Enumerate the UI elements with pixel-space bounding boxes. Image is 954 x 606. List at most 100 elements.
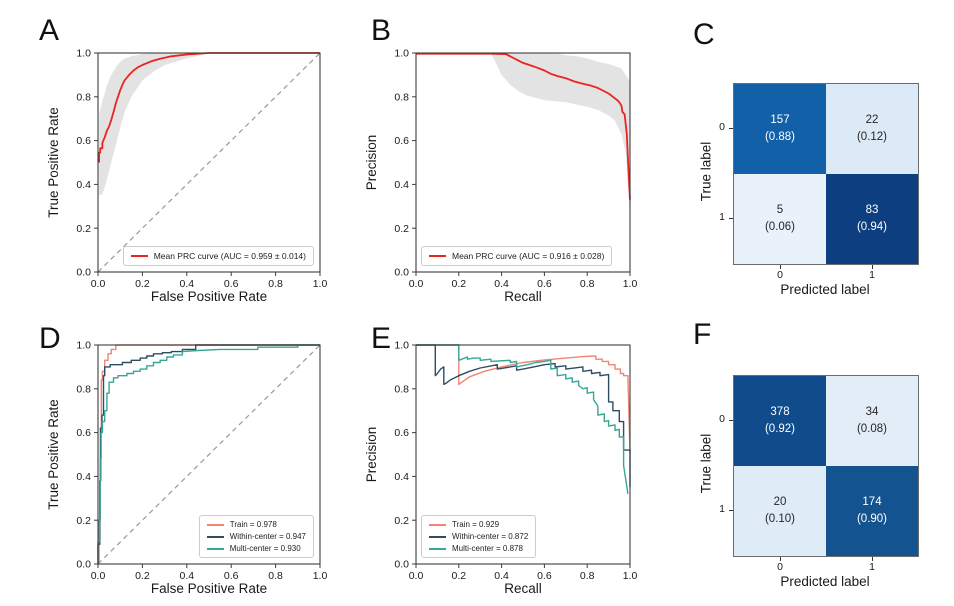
legend-entry: Train = 0.978 [206,520,306,529]
cm-cell-fraction: (0.08) [856,423,888,435]
series-0 [98,52,320,163]
y-tick-label: 0.8 [76,91,91,103]
legend-line-swatch [206,547,224,550]
legend-line-swatch [429,255,446,257]
panel-roc-crossval: A 0.0 0.2 0.4 0.6 0.8 1.0 0.0 0.2 0.4 0.6 0.8 1.0 Fa… [30,8,340,305]
cm-cell-fraction: (0.88) [764,131,796,143]
panel-letter-d: D [39,322,61,355]
x-tick-label: 0.6 [224,570,239,582]
x-tick-label: 0.0 [91,570,106,582]
y-tick-label: 1.0 [76,340,91,352]
y-tick-label: 0.8 [394,383,409,395]
x-tick-label: 0.4 [494,570,509,582]
y-tick-label: 0.2 [76,515,91,527]
x-tick-label: 0.4 [494,278,509,290]
chance-diagonal [97,344,321,565]
cm-x-tick-label: 1 [869,561,875,573]
cm-y-tick-label: 0 [719,413,725,425]
y-axis-label: True Positive Rate [46,107,61,218]
legend-line-swatch [429,523,446,526]
legend-label: Within-center = 0.947 [229,532,306,541]
y-tick-label: 1.0 [76,48,91,60]
cm-cell-fraction: (0.06) [764,221,796,233]
x-tick-label: 0.4 [179,278,194,290]
x-tick-label: 0.8 [580,570,595,582]
cm-y-tick-label: 1 [719,211,725,223]
cm-x-axis-label: Predicted label [780,574,870,589]
x-tick-label: 0.6 [537,278,552,290]
chance-diagonal [97,52,321,273]
cm-x-tick [872,557,873,561]
panel-letter-a: A [39,14,60,47]
legend-entry: Within-center = 0.947 [206,532,306,541]
cm-cell-fraction: (0.94) [856,221,888,233]
cm-x-tick-label: 1 [869,269,875,281]
x-tick-label: 0.0 [91,278,106,290]
series-0 [416,52,631,200]
panel-confusion-matrix-1: C 157 (0.88) 22 (0.12) 5 (0.06) 83 (0.94) 0 1 0 1 Pr… [650,8,950,304]
cm-cell-r1c1: 174 (0.90) [826,466,918,556]
cm-x-tick [780,557,781,561]
x-tick-label: 0.8 [268,278,283,290]
cm-cell-r1c1: 83 (0.94) [826,174,918,264]
y-tick-label: 1.0 [394,48,409,60]
y-tick-label: 0.6 [76,135,91,147]
chart-b: 0.0 0.2 0.4 0.6 0.8 1.0 0.0 0.2 0.4 0.6 0.8 1.0 Reca… [364,48,637,304]
x-tick-label: 0.8 [268,570,283,582]
x-axis-label: Recall [504,289,542,304]
y-tick-label: 0.2 [394,515,409,527]
cm-cell-count: 5 [776,204,784,217]
legend-entry: Mean PRC curve (AUC = 0.916 ± 0.028) [429,251,604,261]
y-tick-label: 0.6 [394,427,409,439]
legend-line-swatch [429,547,446,550]
cm-cell-fraction: (0.92) [764,423,796,435]
x-tick-label: 0.6 [537,570,552,582]
x-tick-label: 0.2 [451,278,466,290]
cm-cell-count: 20 [773,496,787,509]
y-tick-label: 0.6 [394,135,409,147]
cm-y-tick [729,128,733,129]
confidence-band [99,53,320,196]
legend-label: Multi-center = 0.930 [229,544,301,553]
axes-frame [97,344,321,565]
legend: Mean PRC curve (AUC = 0.916 ± 0.028) [421,246,613,266]
panel-prc-cohorts: E 0.0 0.2 0.4 0.6 0.8 1.0 0.0 0.2 0.4 0.6 0.8 1.0 Re… [340,308,650,606]
cm-cell-count: 83 [865,204,879,217]
y-tick-label: 0.2 [76,223,91,235]
cm-cell-count: 174 [862,496,882,509]
cm-cell-count: 34 [865,406,879,419]
cm-cell-r1c0: 5 (0.06) [734,174,826,264]
legend-line-swatch [429,535,446,538]
x-tick-label: 0.0 [409,278,424,290]
chart-d: 0.0 0.2 0.4 0.6 0.8 1.0 0.0 0.2 0.4 0.6 0.8 1.0 Fals… [46,340,327,596]
cm-cell-r0c0: 157 (0.88) [734,84,826,174]
legend-entry: Mean PRC curve (AUC = 0.959 ± 0.014) [130,251,306,261]
cm-y-tick-label: 1 [719,503,725,515]
x-tick-label: 0.2 [451,570,466,582]
cm-y-tick [729,218,733,219]
panel-roc-cohorts: D 0.0 0.2 0.4 0.6 0.8 1.0 0.0 0.2 0.4 0.6 0.8 1.0 Fa… [30,308,340,606]
legend: Train = 0.978 Within-center = 0.947 Multi-… [198,515,314,558]
legend-line-swatch [206,535,224,538]
x-axis-label: False Positive Rate [151,289,267,304]
x-tick-label: 0.2 [135,278,150,290]
x-tick-label: 0.4 [179,570,194,582]
legend-label: Train = 0.929 [452,520,500,529]
cm-y-tick [729,510,733,511]
cm-cell-count: 157 [770,114,790,127]
panel-confusion-matrix-2: F 378 (0.92) 34 (0.08) 20 (0.10) 174 (0.90) 0 1 0 1… [650,308,950,606]
y-axis-label: Precision [364,427,379,483]
panel-letter-f: F [693,318,712,351]
panel-letter-b: B [371,14,392,47]
y-tick-label: 0.0 [394,267,409,279]
y-axis-label: Precision [364,135,379,191]
y-tick-label: 0.4 [394,471,409,483]
y-tick-label: 0.0 [76,267,91,279]
axes-frame [415,52,631,273]
series-1 [416,344,631,488]
y-tick-label: 1.0 [394,340,409,352]
cm-y-tick-label: 0 [719,121,725,133]
confusion-matrix: 157 (0.88) 22 (0.12) 5 (0.06) 83 (0.94) [733,83,919,265]
chart-e: 0.0 0.2 0.4 0.6 0.8 1.0 0.0 0.2 0.4 0.6 0.8 1.0 Reca… [364,340,637,596]
panel-letter-c: C [693,18,715,51]
